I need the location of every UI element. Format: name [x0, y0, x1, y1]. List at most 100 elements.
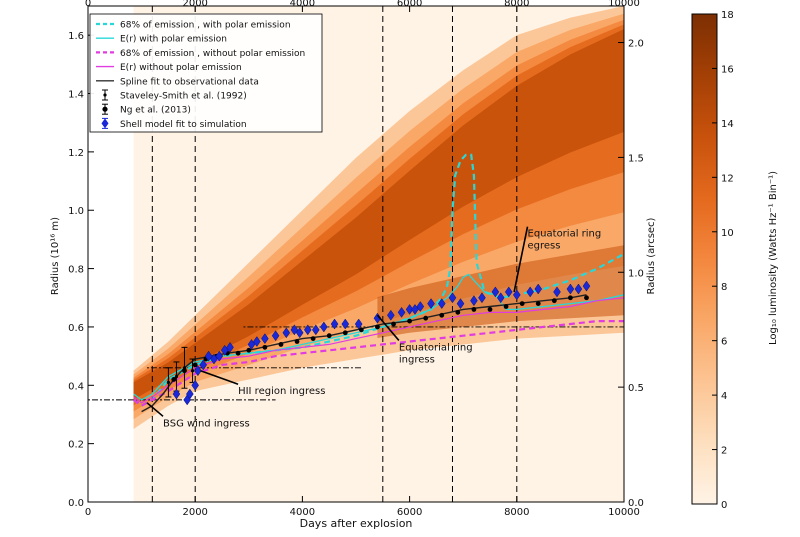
colorbar-ticks: 0 2 4 6 8 10 12 14 16 18 — [712, 10, 734, 511]
shell-model-point — [247, 339, 256, 350]
shell-model-point — [271, 330, 280, 342]
shell-model-point — [194, 365, 202, 377]
annotation-text: ingress — [399, 354, 435, 365]
colorbar — [691, 13, 718, 505]
ng-2013-point — [519, 301, 525, 306]
colorbar-tick-label: 0 — [721, 500, 727, 511]
x-tick-label-top: 6000 — [397, 0, 422, 9]
annotation-text: BSG wind ingress — [163, 418, 250, 429]
ng-2013-point — [584, 295, 589, 301]
shell-model-point — [566, 283, 575, 295]
legend-marker — [102, 106, 108, 112]
shell-model-point — [553, 286, 561, 298]
y-axis-label: Radius (10¹⁶ m) — [50, 217, 61, 295]
shell-model-point — [210, 353, 218, 365]
ng-2013-point — [535, 301, 541, 306]
ng-2013-point — [503, 304, 509, 309]
annotation-text: Equatorial ring — [528, 229, 602, 240]
plot-frame — [87, 5, 625, 503]
y-tick-label: 0.6 — [68, 323, 84, 334]
shell-model-point — [191, 379, 200, 391]
shell-model-point — [397, 306, 406, 318]
right-y-tick-label: 0.0 — [628, 498, 644, 509]
colorbar-tick-label: 8 — [721, 282, 727, 293]
y-tick-label: 0.4 — [68, 381, 84, 392]
x-tick-label: 6000 — [397, 507, 422, 518]
shell-model-point — [341, 318, 350, 330]
ng-2013-point — [455, 309, 461, 315]
shell-model-point — [470, 295, 478, 307]
legend-label: 68% of emission , without polar emission — [120, 49, 305, 59]
colorbar-tick-label: 12 — [721, 173, 734, 184]
colorbar-tick-label: 10 — [721, 228, 734, 239]
ng-2013-point — [326, 333, 332, 339]
shell-model-point — [186, 388, 194, 400]
shell-model-point — [290, 324, 299, 336]
annotation-arrow — [200, 369, 239, 385]
series-line — [141, 294, 587, 413]
y-tick-label: 1.6 — [68, 31, 84, 42]
colorbar-label: Log₁₀ luminosity (Watts Hz⁻¹ Bin⁻¹) — [768, 171, 779, 345]
y-tick-label: 1.4 — [68, 90, 84, 101]
ng-2013-point — [568, 295, 573, 301]
y-tick-label: 0.0 — [68, 498, 84, 509]
ng-2013-point — [262, 344, 268, 350]
staveley-smith-point — [166, 380, 170, 384]
x-tick-label-top: 2000 — [182, 0, 207, 9]
ng-2013-point — [235, 350, 241, 356]
legend-marker — [103, 93, 107, 97]
legend-label: E(r) without polar emission — [120, 63, 242, 73]
legend-label: Staveley-Smith et al. (1992) — [120, 92, 247, 102]
shell-model-point — [320, 321, 328, 333]
annotations-layer: BSG wind ingress HII region ingress Equato… — [146, 226, 602, 429]
x-tick-label: 0 — [85, 507, 91, 518]
annotation-arrow — [376, 314, 400, 341]
legend-label: E(r) with polar emission — [120, 35, 227, 45]
y-tick-label: 0.2 — [68, 440, 84, 451]
shell-model-point — [387, 309, 395, 321]
shell-model-point — [261, 333, 269, 345]
y-tick-label: 1.0 — [68, 206, 84, 217]
series-line — [132, 153, 624, 407]
y-tick-label: 1.2 — [68, 148, 84, 159]
x-tick-label: 4000 — [290, 507, 315, 518]
shell-model-point — [373, 312, 382, 324]
annotation-text: HII region ingress — [238, 386, 325, 397]
colorbar-tick-label: 6 — [721, 337, 727, 348]
ng-2013-point — [487, 307, 493, 312]
shell-model-point — [199, 359, 208, 371]
colorbar-tick-label: 4 — [721, 391, 727, 402]
data-points-layer — [165, 280, 591, 406]
ng-2013-point — [391, 321, 396, 327]
series-line — [133, 297, 624, 404]
right-y-tick-label: 0.5 — [628, 383, 644, 394]
shell-model-point — [574, 283, 583, 295]
shell-model-point — [172, 388, 181, 400]
x-tick-label: 2000 — [182, 507, 207, 518]
legend-label: Shell model fit to simulation — [120, 120, 247, 130]
staveley-smith-point — [190, 369, 195, 373]
shell-model-point — [282, 327, 291, 339]
axes-layer: 0 0 2000 2000 4000 4000 6000 6000 8000 8000 10000 1… — [68, 0, 644, 518]
legend-box — [89, 13, 323, 133]
ng-2013-point — [551, 298, 557, 304]
annotation-arrow — [146, 402, 164, 417]
colorbar-tick-label: 18 — [721, 10, 734, 21]
ng-2013-point — [246, 347, 252, 353]
colorbar-tick-label: 2 — [721, 446, 727, 457]
shell-model-point — [437, 298, 446, 310]
staveley-smith-point — [174, 374, 179, 379]
shell-model-point — [491, 286, 500, 298]
legend-label: Spline fit to observational data — [120, 77, 259, 87]
shell-model-point — [330, 318, 339, 330]
ng-2013-point — [342, 330, 348, 336]
shell-model-point — [311, 324, 320, 336]
right-y-tick-label: 1.0 — [628, 268, 644, 279]
x-tick-label: 8000 — [504, 507, 529, 518]
x-axis-label: Days after explosion — [300, 517, 413, 530]
annotation-text: egress — [528, 241, 561, 252]
legend: 68% of emission , with polar emission E(r… — [89, 13, 323, 133]
ng-2013-point — [375, 324, 380, 330]
shell-model-point — [411, 303, 419, 315]
shell-model-point — [354, 318, 363, 330]
